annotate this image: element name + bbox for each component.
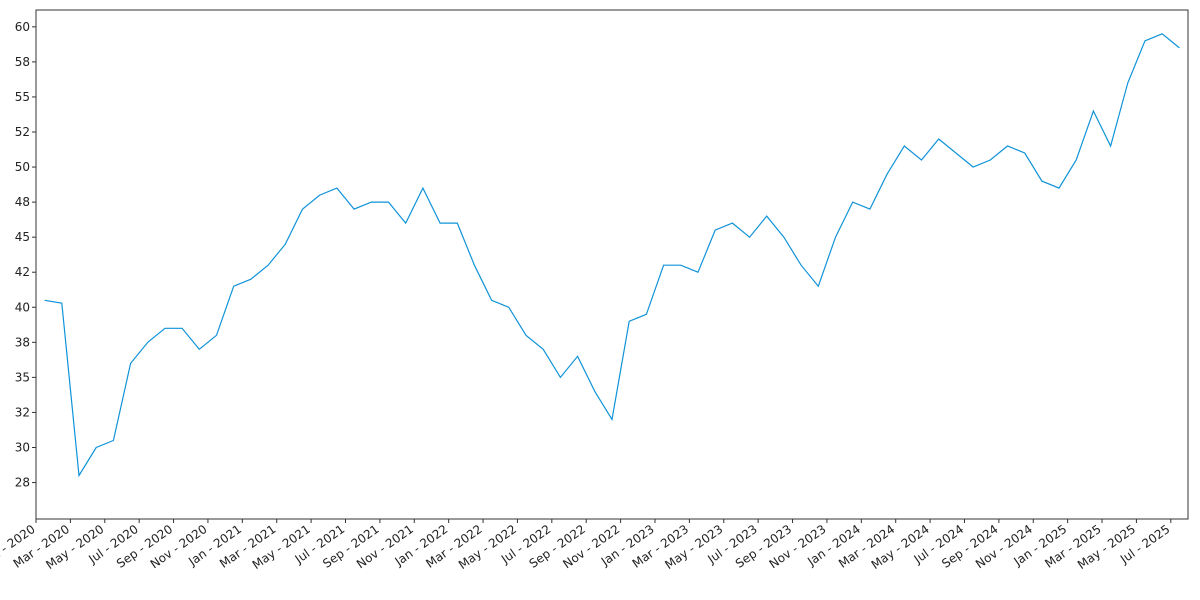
y-tick-label: 35 [15,370,30,384]
plot-frame [35,9,1189,520]
y-tick-label: 45 [15,230,30,244]
y-tick-label: 40 [15,300,30,314]
y-tick-label: 48 [15,195,30,209]
y-tick-label: 38 [15,335,30,349]
y-tick-label: 55 [15,90,30,104]
y-tick-label: 30 [15,440,30,454]
data-line [44,33,1180,478]
y-tick-label: 42 [15,265,30,279]
y-tick-label: 58 [15,55,30,69]
y-tick-label: 32 [15,405,30,419]
y-tick-label: 52 [15,125,30,139]
y-tick-label: 60 [15,20,30,34]
y-tick-label: 50 [15,160,30,174]
y-tick-label: 28 [15,476,30,490]
